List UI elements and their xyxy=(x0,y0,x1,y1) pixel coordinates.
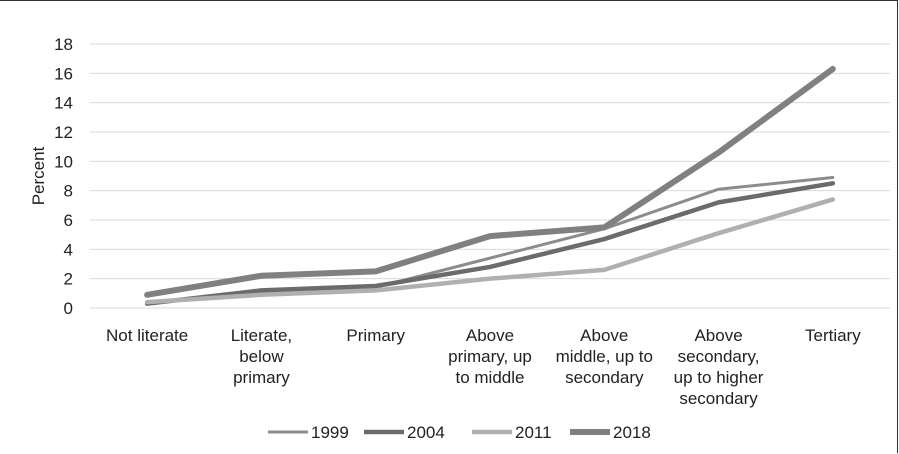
x-tick-line: Tertiary xyxy=(805,326,861,345)
y-tick-label: 18 xyxy=(54,35,73,54)
x-tick-line: Above xyxy=(580,326,628,345)
legend-label: 2011 xyxy=(515,423,552,442)
x-tick-line: Not literate xyxy=(106,326,188,345)
series-lines xyxy=(144,65,836,306)
x-tick-label: Above middle, up to secondary xyxy=(556,326,653,387)
y-tick-label: 2 xyxy=(64,270,73,289)
x-tick-line: secondary xyxy=(565,368,644,387)
y-axis-ticks: 0 2 4 6 8 10 12 14 16 18 xyxy=(54,35,73,318)
x-tick-line: Above xyxy=(466,326,514,345)
x-tick-line: Above xyxy=(694,326,742,345)
x-tick-line: primary, up xyxy=(448,347,532,366)
x-tick-line: below xyxy=(239,347,284,366)
y-tick-label: 4 xyxy=(64,240,73,259)
x-tick-line: Literate, xyxy=(231,326,292,345)
y-axis-label: Percent xyxy=(29,146,48,205)
legend-label: 2004 xyxy=(407,423,445,442)
series-line-2018 xyxy=(144,65,836,298)
series-line-1999 xyxy=(145,175,835,304)
x-tick-label: Literate, below primary xyxy=(231,326,292,387)
series-line-2004 xyxy=(144,181,836,306)
y-tick-label: 12 xyxy=(54,123,73,142)
x-tick-label: Above primary, up to middle xyxy=(448,326,532,387)
series-line-2011 xyxy=(144,197,836,305)
x-tick-line: secondary, xyxy=(678,347,760,366)
x-tick-label: Primary xyxy=(346,326,405,345)
x-tick-line: secondary xyxy=(679,389,758,408)
y-tick-label: 6 xyxy=(64,211,73,230)
legend-label: 1999 xyxy=(311,423,349,442)
x-tick-line: primary xyxy=(233,368,290,387)
y-tick-label: 0 xyxy=(64,299,73,318)
x-tick-line: Primary xyxy=(346,326,405,345)
y-tick-label: 16 xyxy=(54,64,73,83)
legend-label: 2018 xyxy=(613,423,651,442)
x-tick-label: Tertiary xyxy=(805,326,861,345)
y-tick-label: 14 xyxy=(54,94,73,113)
x-tick-label: Not literate xyxy=(106,326,188,345)
y-tick-label: 10 xyxy=(54,152,73,171)
x-tick-label: Above secondary, up to higher secondary xyxy=(674,326,764,408)
x-tick-line: to middle xyxy=(456,368,525,387)
x-axis-ticks: Not literate Literate, below primary Primary… xyxy=(106,326,861,408)
x-tick-line: middle, up to xyxy=(556,347,653,366)
y-tick-label: 8 xyxy=(64,182,73,201)
x-tick-line: up to higher xyxy=(674,368,764,387)
legend: 1999 2004 2011 2018 xyxy=(268,423,651,442)
